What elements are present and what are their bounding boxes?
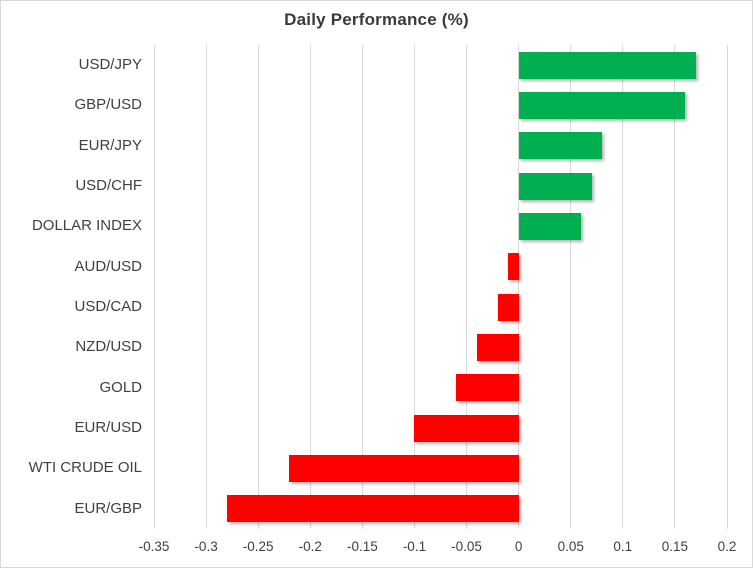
bar-gold: [456, 374, 519, 402]
y-axis-label-gold: GOLD: [99, 378, 142, 396]
gridline--0.2: [309, 45, 311, 529]
y-axis-label-nzd-usd: NZD/USD: [75, 338, 142, 356]
bar-aud-usd: [508, 253, 519, 281]
x-axis-tick-label-0: 0: [514, 539, 523, 554]
bar-usd-cad: [497, 293, 519, 321]
bar-wti-crude-oil: [289, 455, 519, 482]
x-axis-tick-label-0.1: 0.1: [613, 539, 633, 554]
x-axis-tick-label--0.2: -0.2: [298, 539, 322, 554]
y-axis-label-usd-jpy: USD/JPY: [78, 56, 142, 73]
bar-usd-chf: [518, 172, 592, 200]
gridline-0: [518, 45, 520, 529]
y-axis-label-gbp-usd: GBP/USD: [74, 96, 142, 114]
x-axis-tick-label--0.15: -0.15: [346, 539, 378, 554]
gridline--0.3: [205, 45, 207, 529]
bar-dollar-index: [518, 213, 582, 240]
x-axis-tick-label--0.1: -0.1: [402, 539, 427, 554]
bar-gbp-usd: [518, 92, 686, 119]
bar-eur-jpy: [518, 132, 602, 160]
gridline--0.15: [361, 45, 363, 529]
gridline-0.2: [726, 45, 728, 529]
gridline-0.05: [570, 45, 572, 529]
bar-eur-usd: [414, 414, 519, 442]
x-axis-tick-label-0.05: 0.05: [557, 539, 584, 554]
gridline--0.35: [153, 45, 155, 529]
x-axis-tick-label--0.3: -0.3: [194, 539, 218, 554]
gridline--0.1: [413, 45, 415, 529]
y-axis-label-usd-chf: USD/CHF: [75, 177, 142, 194]
gridline-0.15: [674, 45, 676, 529]
chart-title: Daily Performance (%): [284, 10, 469, 29]
bar-eur-gbp: [226, 495, 519, 523]
x-axis-tick-label-0.2: 0.2: [717, 539, 737, 554]
bar-nzd-usd: [476, 334, 519, 361]
bar-usd-jpy: [518, 51, 696, 79]
gridline--0.05: [466, 45, 468, 529]
x-axis-tick-label--0.25: -0.25: [242, 539, 274, 554]
x-axis-tick-label-0.15: 0.15: [661, 539, 689, 554]
gridline--0.25: [257, 45, 259, 529]
plot-area: [153, 45, 728, 529]
y-axis-label-usd-cad: USD/CAD: [74, 298, 142, 315]
y-axis-label-dollar-index: DOLLAR INDEX: [31, 217, 142, 235]
y-axis-label-aud-usd: AUD/USD: [74, 257, 142, 275]
gridline-0.1: [622, 45, 624, 529]
y-axis-label-eur-usd: EUR/USD: [74, 419, 142, 436]
x-axis-tick-label--0.05: -0.05: [451, 539, 482, 554]
y-axis-label-eur-jpy: EUR/JPY: [78, 136, 142, 154]
y-axis-label-wti-crude-oil: WTI CRUDE OIL: [28, 459, 142, 477]
x-axis-tick-label--0.35: -0.35: [138, 539, 170, 554]
y-axis-label-eur-gbp: EUR/GBP: [74, 499, 142, 517]
